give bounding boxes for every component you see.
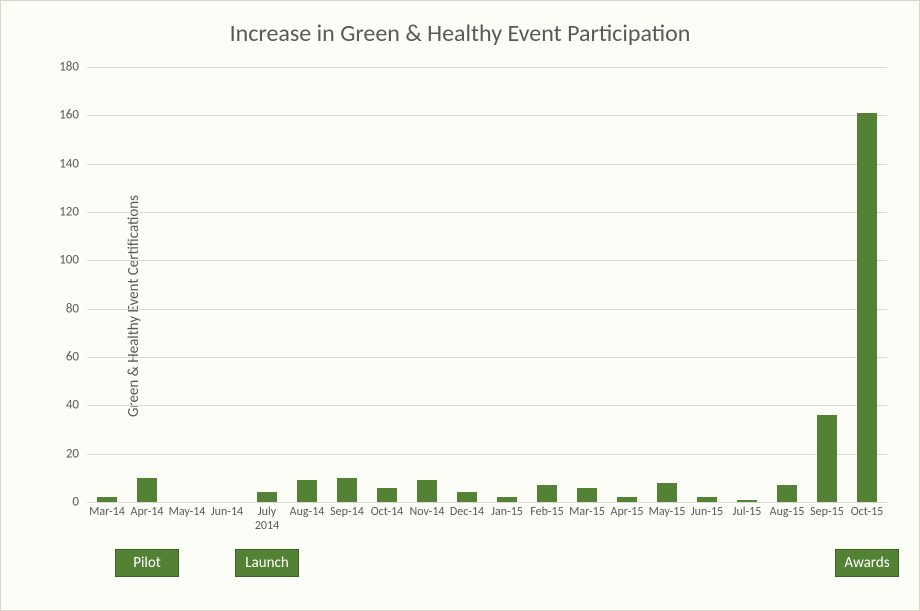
bars-container (87, 67, 887, 502)
bar-slot (287, 67, 327, 502)
bar-slot (247, 67, 287, 502)
x-tick-label: Sep-14 (327, 505, 367, 534)
y-tick-label: 100 (59, 253, 79, 268)
x-tick-label: Mar-15 (567, 505, 607, 534)
bar (657, 483, 676, 502)
bar (737, 500, 756, 502)
bar (457, 492, 476, 502)
bar-slot (567, 67, 607, 502)
x-tick-label: Jun-14 (207, 505, 247, 534)
bar (337, 478, 356, 502)
annotation-badge: Awards (835, 549, 899, 577)
annotation-badge: Launch (235, 549, 299, 577)
bar-slot (687, 67, 727, 502)
bar (577, 488, 596, 503)
x-tick-label: Aug-14 (287, 505, 327, 534)
bar (777, 485, 796, 502)
bar-slot (847, 67, 887, 502)
bar (697, 497, 716, 502)
y-tick-label: 20 (66, 446, 79, 461)
bar-slot (207, 67, 247, 502)
bar-slot (647, 67, 687, 502)
bar (137, 478, 156, 502)
chart-title: Increase in Green & Healthy Event Partic… (1, 19, 919, 48)
bar-slot (367, 67, 407, 502)
y-tick-label: 0 (72, 495, 79, 510)
x-tick-label: Apr-14 (127, 505, 167, 534)
y-tick-label: 60 (66, 350, 79, 365)
y-tick-label: 140 (59, 156, 79, 171)
bar (417, 480, 436, 502)
annotations-row: PilotLaunchAwards (87, 549, 887, 581)
bar-slot (407, 67, 447, 502)
y-tick-label: 40 (66, 398, 79, 413)
bar-slot (87, 67, 127, 502)
bar (297, 480, 316, 502)
x-tick-label: Jun-15 (687, 505, 727, 534)
y-tick-label: 180 (59, 60, 79, 75)
bar (617, 497, 636, 502)
x-tick-label: Oct-14 (367, 505, 407, 534)
annotation-badge: Pilot (115, 549, 179, 577)
bar-slot (127, 67, 167, 502)
bar-slot (607, 67, 647, 502)
x-tick-label: July 2014 (247, 505, 287, 534)
bar-slot (447, 67, 487, 502)
bar (497, 497, 516, 502)
x-tick-label: Sep-15 (807, 505, 847, 534)
y-tick-label: 160 (59, 108, 79, 123)
bar-slot (727, 67, 767, 502)
bar-slot (487, 67, 527, 502)
bar-slot (807, 67, 847, 502)
x-tick-label: Dec-14 (447, 505, 487, 534)
x-tick-label: Nov-14 (407, 505, 447, 534)
plot-area: 020406080100120140160180 (87, 67, 887, 502)
x-axis-labels-row: Mar-14Apr-14May-14Jun-14July 2014Aug-14S… (87, 505, 887, 534)
gridline (87, 502, 887, 503)
x-tick-label: May-15 (647, 505, 687, 534)
bar (537, 485, 556, 502)
x-tick-label: Jan-15 (487, 505, 527, 534)
bar (377, 488, 396, 503)
x-tick-label: Mar-14 (87, 505, 127, 534)
y-tick-label: 80 (66, 301, 79, 316)
bar (97, 497, 116, 502)
bar-slot (327, 67, 367, 502)
bar (857, 113, 876, 502)
x-tick-label: May-14 (167, 505, 207, 534)
bar-slot (527, 67, 567, 502)
bar-slot (767, 67, 807, 502)
x-tick-label: Aug-15 (767, 505, 807, 534)
x-tick-label: Apr-15 (607, 505, 647, 534)
bar (257, 492, 276, 502)
x-tick-label: Jul-15 (727, 505, 767, 534)
x-tick-label: Feb-15 (527, 505, 567, 534)
y-tick-label: 120 (59, 205, 79, 220)
chart-frame: Increase in Green & Healthy Event Partic… (0, 0, 920, 611)
x-tick-label: Oct-15 (847, 505, 887, 534)
bar (817, 415, 836, 502)
bar-slot (167, 67, 207, 502)
